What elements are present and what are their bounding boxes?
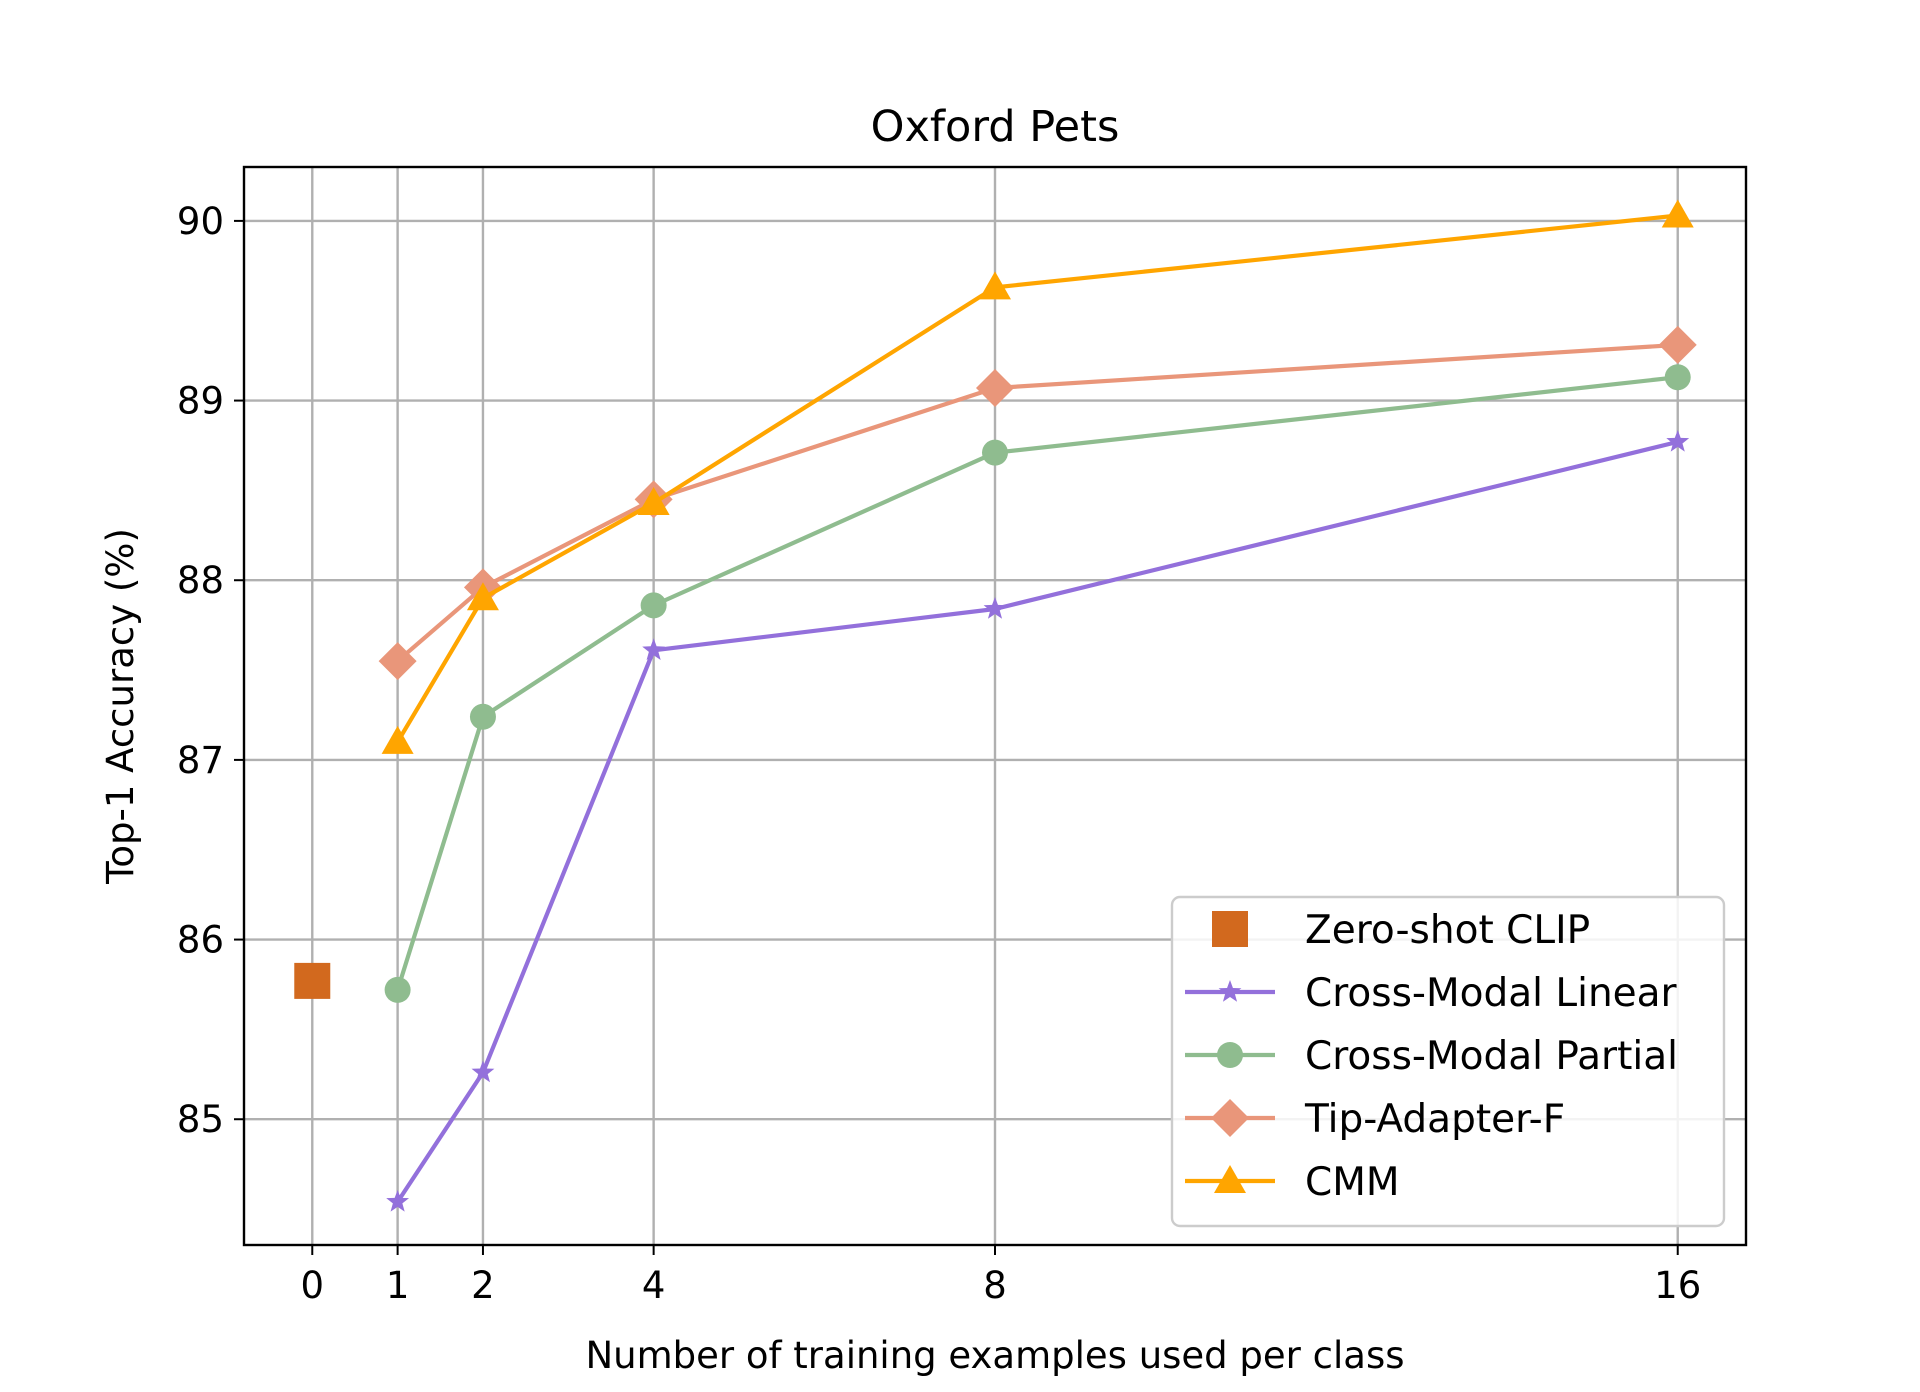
- legend-item: Zero-shot CLIP: [1212, 908, 1590, 953]
- legend-label: Tip-Adapter-F: [1304, 1097, 1565, 1142]
- legend-label: Zero-shot CLIP: [1305, 908, 1590, 953]
- data-point: [294, 962, 331, 999]
- data-point: [471, 1060, 495, 1083]
- data-point: [642, 638, 666, 661]
- series-1: [386, 429, 1690, 1212]
- legend-label: Cross-Modal Partial: [1305, 1034, 1678, 1079]
- series-0: [294, 962, 331, 999]
- y-tick-label: 89: [177, 380, 224, 423]
- data-point: [637, 486, 670, 515]
- x-tick-label: 8: [983, 1264, 1007, 1307]
- data-point: [983, 596, 1007, 619]
- x-tick-label: 16: [1654, 1264, 1701, 1307]
- chart-title: Oxford Pets: [871, 102, 1120, 152]
- legend: Zero-shot CLIP Cross-Modal Linear Cross-Mo…: [1170, 895, 1726, 1228]
- data-point: [466, 582, 499, 611]
- y-tick-label: 87: [177, 739, 224, 782]
- data-point: [1661, 199, 1694, 228]
- legend-marker: [1212, 911, 1248, 947]
- data-point: [1664, 364, 1691, 391]
- data-point: [979, 271, 1011, 300]
- legend-marker: [1211, 1099, 1249, 1137]
- series-4: [381, 199, 1694, 754]
- ticks: 0 1 2 4 8 16 85 86 87 88 89 90: [177, 200, 1701, 1307]
- data-point: [384, 976, 411, 1003]
- data-point: [386, 1189, 410, 1212]
- legend-marker: [1214, 1165, 1246, 1193]
- x-tick-label: 0: [300, 1264, 324, 1307]
- y-axis-label: Top-1 Accuracy (%): [99, 528, 142, 885]
- legend-marker: [1217, 1042, 1243, 1068]
- legend-label: Cross-Modal Linear: [1305, 971, 1678, 1016]
- x-tick-label: 2: [471, 1264, 495, 1307]
- data-point: [976, 368, 1014, 407]
- data-point: [469, 703, 496, 730]
- y-tick-label: 88: [177, 559, 224, 602]
- y-tick-label: 85: [177, 1098, 224, 1141]
- x-tick-label: 1: [386, 1264, 410, 1307]
- data-point: [982, 439, 1008, 466]
- data-point: [640, 592, 667, 619]
- y-tick-label: 86: [177, 919, 224, 962]
- x-axis-label: Number of training examples used per cla…: [585, 1334, 1404, 1377]
- legend-box: [1170, 895, 1726, 1228]
- data-point: [381, 725, 414, 754]
- legend-item: CMM: [1185, 1160, 1400, 1205]
- legend-item: Tip-Adapter-F: [1185, 1097, 1565, 1142]
- data-point: [1666, 429, 1690, 452]
- legend-item: Cross-Modal Partial: [1185, 1034, 1678, 1079]
- legend-item: Cross-Modal Linear: [1185, 971, 1678, 1016]
- data-point: [1658, 325, 1697, 364]
- x-tick-label: 4: [642, 1264, 666, 1307]
- y-tick-label: 90: [177, 200, 224, 243]
- data-point: [378, 642, 417, 681]
- series-2: [384, 364, 1691, 1003]
- legend-label: CMM: [1305, 1160, 1400, 1205]
- series-layer: [294, 199, 1697, 1212]
- legend-marker: [1218, 980, 1242, 1002]
